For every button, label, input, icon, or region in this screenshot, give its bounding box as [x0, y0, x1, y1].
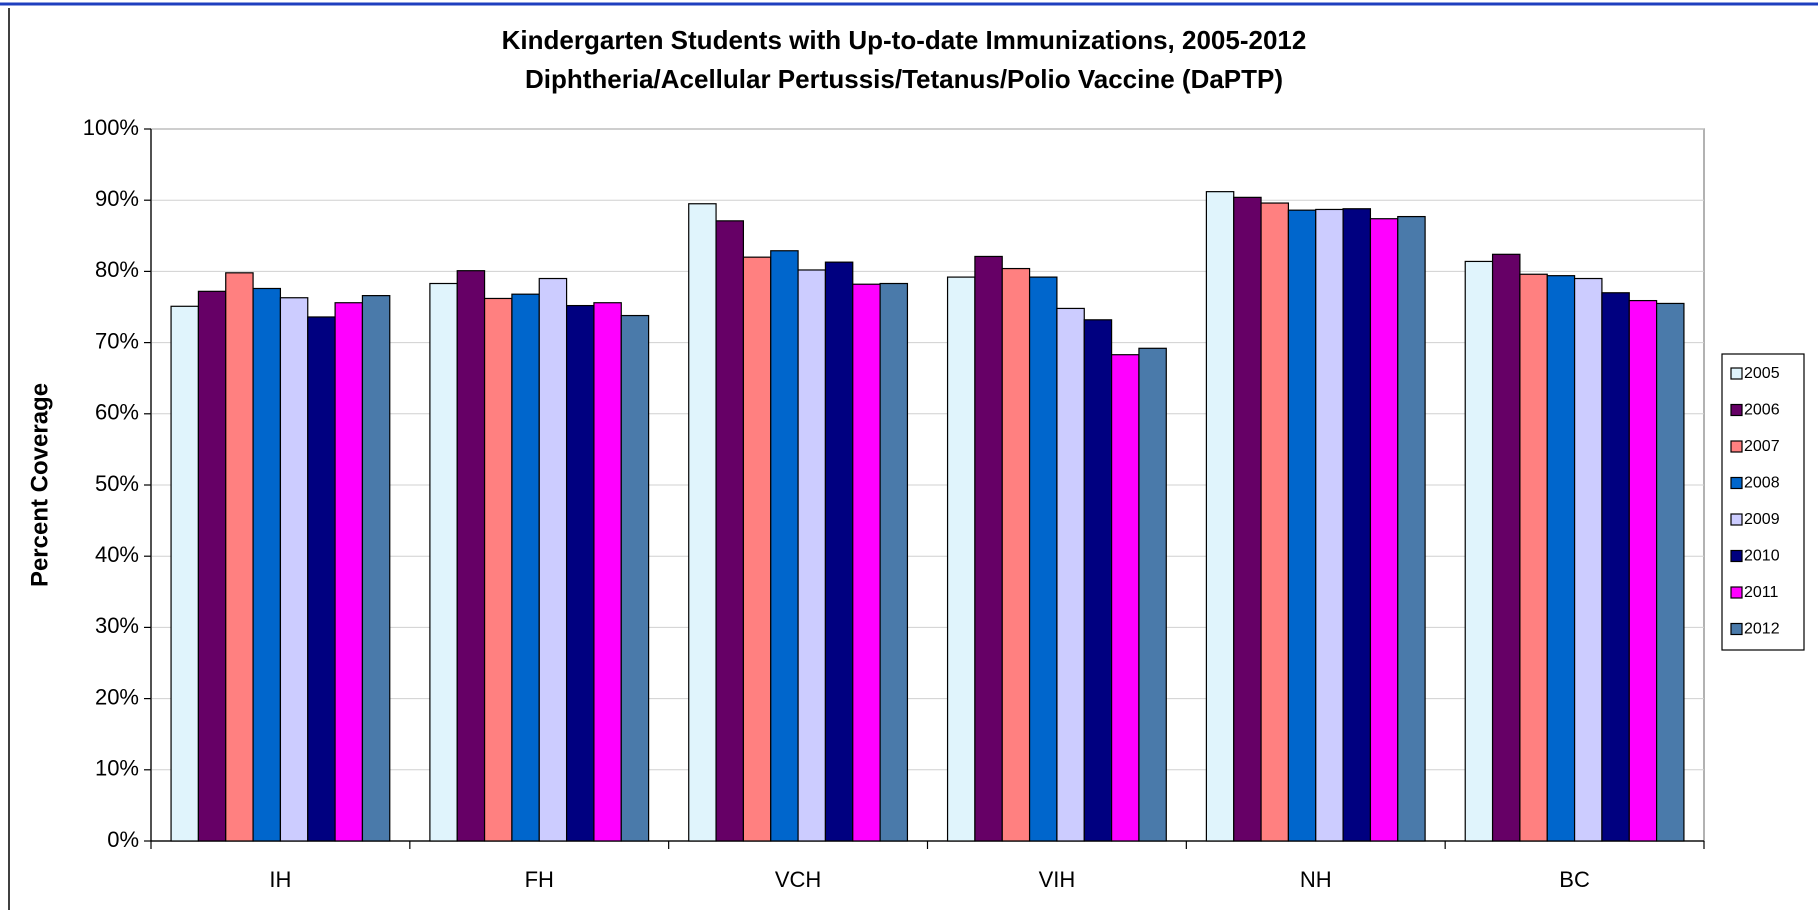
bar — [252, 287, 282, 842]
bar — [770, 250, 799, 842]
legend-box — [1721, 353, 1805, 651]
bar — [1601, 292, 1630, 842]
x-tick-label: FH — [525, 867, 554, 892]
bar — [1083, 319, 1113, 842]
legend-swatch — [1730, 513, 1743, 526]
legend-swatch — [1730, 586, 1743, 599]
bar — [946, 276, 976, 842]
x-tick-label: BC — [1559, 867, 1590, 892]
y-tick-label: 50% — [95, 471, 139, 496]
legend-label: 2009 — [1744, 511, 1780, 528]
bar — [1110, 354, 1140, 842]
bar — [593, 302, 622, 842]
bar — [456, 270, 486, 842]
bar — [1628, 299, 1658, 842]
legend-label: 2005 — [1744, 365, 1780, 382]
legend-label: 2012 — [1744, 621, 1780, 638]
x-tick-label: IH — [269, 867, 291, 892]
bar — [197, 290, 227, 842]
bar — [225, 272, 254, 842]
x-tick-label: VCH — [775, 867, 821, 892]
bar — [1519, 273, 1548, 842]
bar — [824, 261, 854, 842]
legend-swatch — [1730, 403, 1743, 417]
legend-swatch — [1730, 476, 1743, 490]
bar — [170, 305, 199, 842]
bar — [1342, 208, 1372, 842]
bar — [688, 203, 717, 842]
bar — [742, 256, 772, 842]
bar — [1028, 276, 1058, 842]
bar — [1205, 191, 1235, 842]
chart-title: Kindergarten Students with Up-to-date Im… — [502, 25, 1307, 55]
bar — [307, 316, 336, 842]
bar — [1397, 215, 1426, 842]
y-tick-label: 100% — [83, 115, 139, 140]
legend-label: 2006 — [1744, 402, 1780, 419]
legend-label: 2010 — [1744, 548, 1780, 565]
bar — [565, 304, 595, 842]
bar — [429, 282, 458, 842]
bar — [1464, 260, 1494, 842]
y-tick-label: 80% — [95, 257, 139, 282]
bar — [1056, 307, 1085, 842]
y-tick-label: 90% — [95, 186, 139, 211]
y-tick-label: 70% — [95, 328, 139, 353]
legend-label: 2007 — [1744, 438, 1780, 455]
legend-swatch — [1730, 367, 1743, 380]
chart-subtitle: Diphtheria/Acellular Pertussis/Tetanus/P… — [525, 64, 1283, 94]
bar — [1260, 202, 1290, 842]
bar — [879, 282, 909, 842]
bar — [361, 295, 391, 842]
legend-swatch — [1730, 549, 1743, 563]
legend-label: 2008 — [1744, 475, 1780, 492]
y-tick-label: 60% — [95, 400, 139, 425]
bar — [1491, 253, 1521, 842]
bar — [1233, 196, 1262, 842]
bar — [852, 283, 881, 842]
y-tick-label: 0% — [107, 827, 139, 852]
y-tick-label: 30% — [95, 613, 139, 638]
bar — [1656, 302, 1685, 842]
y-tick-label: 40% — [95, 542, 139, 567]
bar — [974, 255, 1003, 842]
bar — [1138, 347, 1167, 842]
bar — [797, 269, 827, 842]
y-tick-label: 10% — [95, 756, 139, 781]
bar — [1001, 267, 1031, 842]
bar — [511, 293, 540, 842]
bar — [1546, 275, 1576, 842]
bar — [620, 314, 650, 842]
legend-label: 2011 — [1744, 584, 1779, 601]
x-tick-label: VIH — [1039, 867, 1076, 892]
bar — [538, 277, 568, 842]
y-tick-label: 20% — [95, 684, 139, 709]
bar — [1573, 277, 1603, 842]
y-axis-label: Percent Coverage — [26, 383, 53, 587]
bar — [279, 297, 309, 842]
bar — [334, 302, 364, 842]
bar — [1287, 209, 1317, 842]
legend-swatch — [1730, 440, 1743, 453]
legend-swatch — [1730, 622, 1743, 636]
x-tick-label: NH — [1300, 867, 1332, 892]
bar — [715, 220, 745, 842]
bar — [1315, 208, 1344, 842]
bar — [1369, 218, 1399, 842]
bar — [483, 297, 513, 842]
